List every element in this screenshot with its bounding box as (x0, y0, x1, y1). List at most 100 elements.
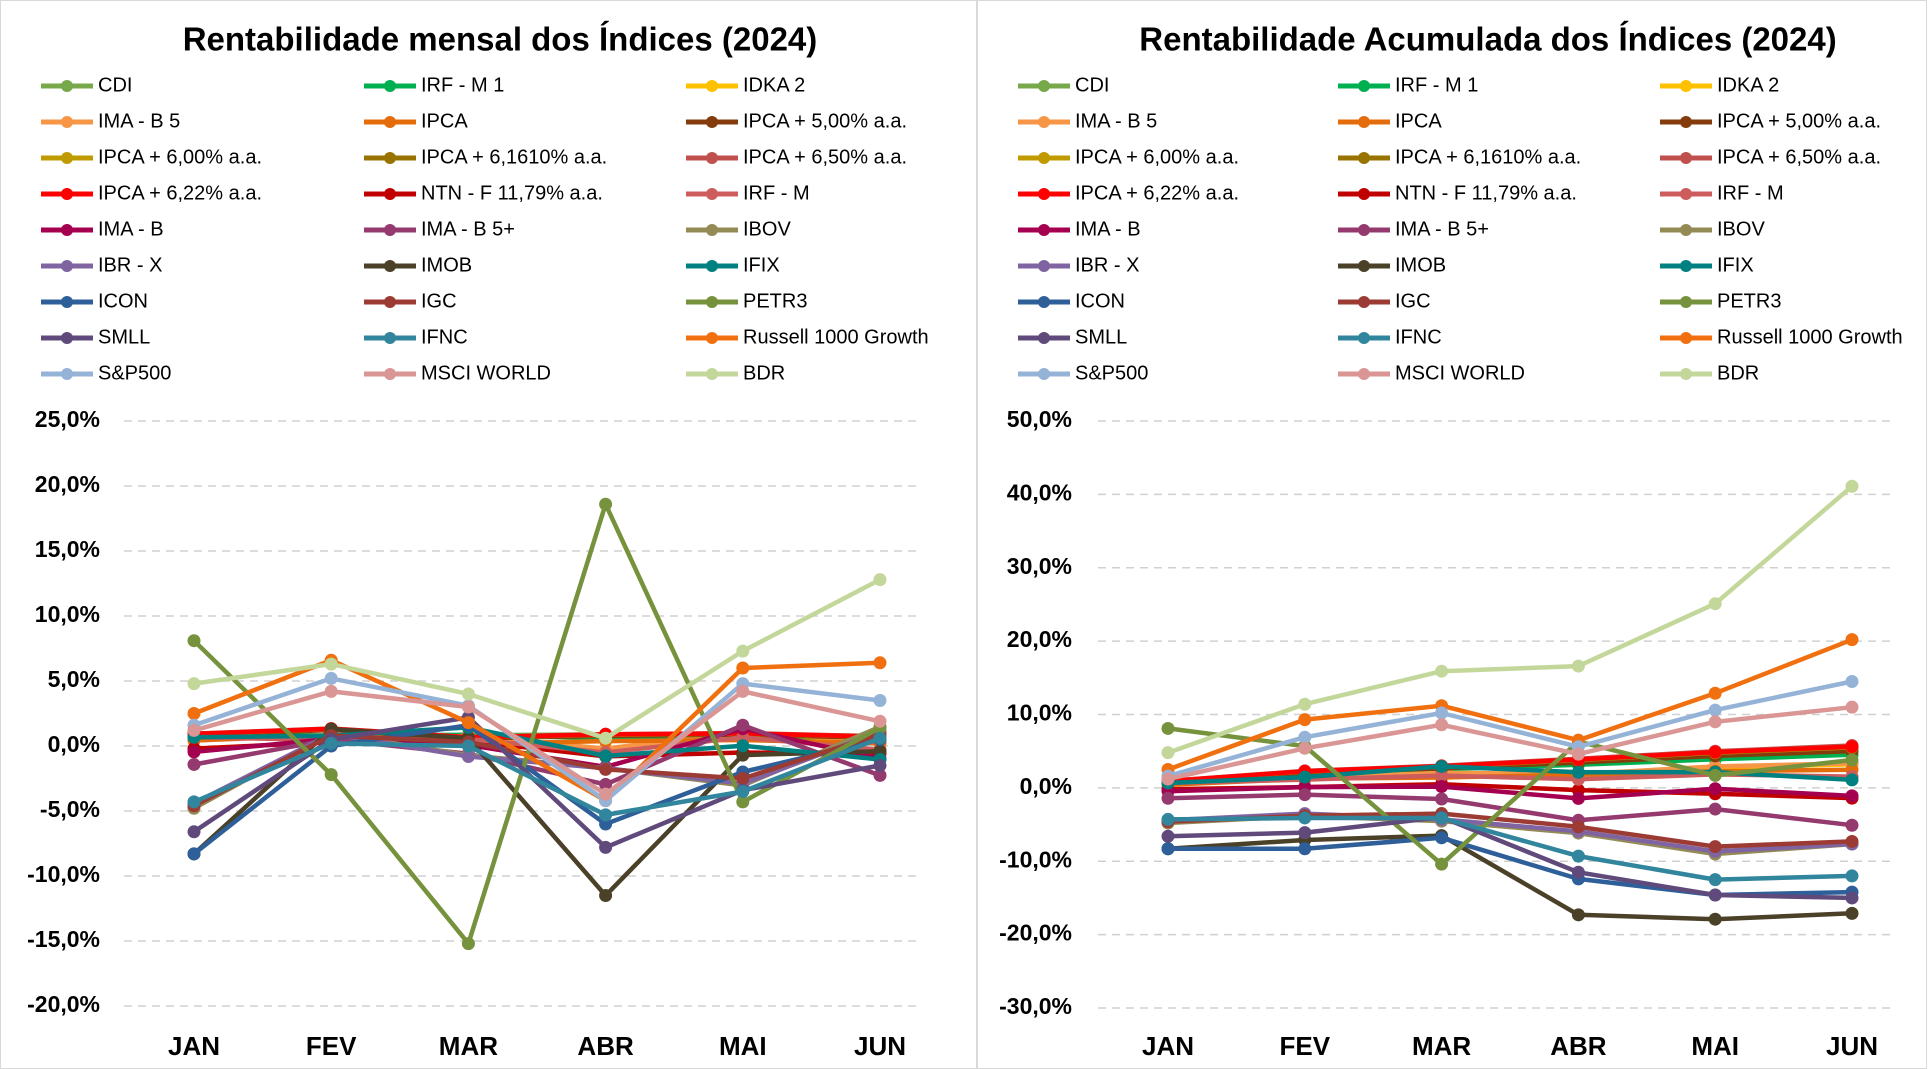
legend-label: IPCA + 6,00% a.a. (98, 146, 262, 168)
data-point (1161, 791, 1175, 805)
legend-marker (1680, 260, 1692, 272)
x-tick-label: JUN (854, 1031, 906, 1061)
data-point (1161, 842, 1175, 856)
legend-marker (1358, 80, 1370, 92)
y-tick-label: -5,0% (40, 796, 100, 822)
legend-marker (61, 80, 73, 92)
data-point (599, 762, 613, 776)
series (187, 684, 887, 801)
data-point (1161, 812, 1175, 826)
legend-marker (1358, 332, 1370, 344)
data-point (1708, 782, 1722, 796)
data-point (1708, 888, 1722, 902)
data-point (1845, 869, 1859, 883)
data-point (1435, 718, 1449, 732)
legend-label: IFNC (421, 326, 468, 348)
data-point (1298, 842, 1312, 856)
series (1161, 811, 1859, 887)
legend-marker (706, 224, 718, 236)
legend-marker (384, 260, 396, 272)
data-point (461, 700, 475, 714)
legend-marker (384, 296, 396, 308)
data-point (873, 731, 887, 745)
legend-marker (1038, 188, 1050, 200)
legend-label: IRF - M 1 (421, 74, 504, 96)
series-line (1167, 815, 1853, 882)
data-point (1845, 834, 1859, 848)
series-line (1167, 744, 1853, 784)
legend-label: IPCA + 6,50% a.a. (1717, 146, 1881, 168)
series (1161, 479, 1859, 760)
data-point (599, 840, 613, 854)
data-point (461, 716, 475, 730)
legend-label: IPCA + 5,00% a.a. (743, 110, 907, 132)
legend-marker (1358, 152, 1370, 164)
data-point (1708, 597, 1722, 611)
legend-marker (384, 80, 396, 92)
data-point (1845, 479, 1859, 493)
series-line (1167, 792, 1853, 828)
data-point (1161, 721, 1175, 735)
legend-label: IBR - X (1075, 254, 1139, 276)
data-point (1845, 789, 1859, 803)
x-tick-label: JAN (168, 1031, 220, 1061)
data-point (1708, 912, 1722, 926)
legend-marker (61, 152, 73, 164)
x-tick-label: MAR (1412, 1031, 1471, 1061)
legend-label: IBOV (1717, 218, 1765, 240)
legend-marker (706, 116, 718, 128)
y-tick-label: 10,0% (35, 601, 100, 627)
y-tick-label: -20,0% (27, 991, 100, 1017)
legend-marker (1358, 260, 1370, 272)
legend-label: IMA - B 5 (98, 110, 180, 132)
legend-marker (1038, 116, 1050, 128)
data-point (736, 684, 750, 698)
y-tick-label: 10,0% (1007, 700, 1072, 726)
data-point (187, 634, 201, 648)
data-point (1845, 773, 1859, 787)
data-point (461, 750, 475, 764)
data-point (1435, 792, 1449, 806)
legend-label: IPCA + 6,1610% a.a. (1395, 146, 1581, 168)
legend-marker (1038, 368, 1050, 380)
data-point (1298, 811, 1312, 825)
series-line (1167, 704, 1853, 782)
y-tick-label: 20,0% (1007, 626, 1072, 652)
data-point (187, 847, 201, 861)
data-point (1435, 857, 1449, 871)
data-point (1708, 703, 1722, 717)
data-point (1708, 873, 1722, 887)
data-point (187, 677, 201, 691)
data-point (873, 768, 887, 782)
legend-label: IFIX (1717, 254, 1754, 276)
y-tick-label: 25,0% (35, 406, 100, 432)
data-point (599, 749, 613, 763)
legend-marker (1680, 332, 1692, 344)
legend-label: IPCA (1395, 110, 1442, 132)
data-point (1845, 891, 1859, 905)
y-tick-label: -15,0% (27, 926, 100, 952)
y-tick-label: -10,0% (27, 861, 100, 887)
data-point (1571, 659, 1585, 673)
series (1161, 674, 1859, 783)
legend-marker (61, 260, 73, 272)
data-point (599, 808, 613, 822)
data-point (1845, 906, 1859, 920)
data-point (324, 736, 338, 750)
data-point (324, 657, 338, 671)
legend-label: Russell 1000 Growth (743, 326, 929, 348)
data-point (324, 768, 338, 782)
y-tick-label: 0,0% (1020, 773, 1072, 799)
data-point (461, 739, 475, 753)
data-point (1845, 674, 1859, 688)
series-line (1167, 637, 1853, 772)
legend-label: PETR3 (1717, 290, 1781, 312)
series (1161, 700, 1859, 786)
legend-label: PETR3 (743, 290, 807, 312)
data-point (599, 889, 613, 902)
legend-marker (61, 296, 73, 308)
legend-label: IPCA (421, 110, 468, 132)
x-tick-label: MAI (719, 1031, 767, 1061)
legend-label: S&P500 (98, 362, 171, 384)
data-point (873, 573, 887, 587)
